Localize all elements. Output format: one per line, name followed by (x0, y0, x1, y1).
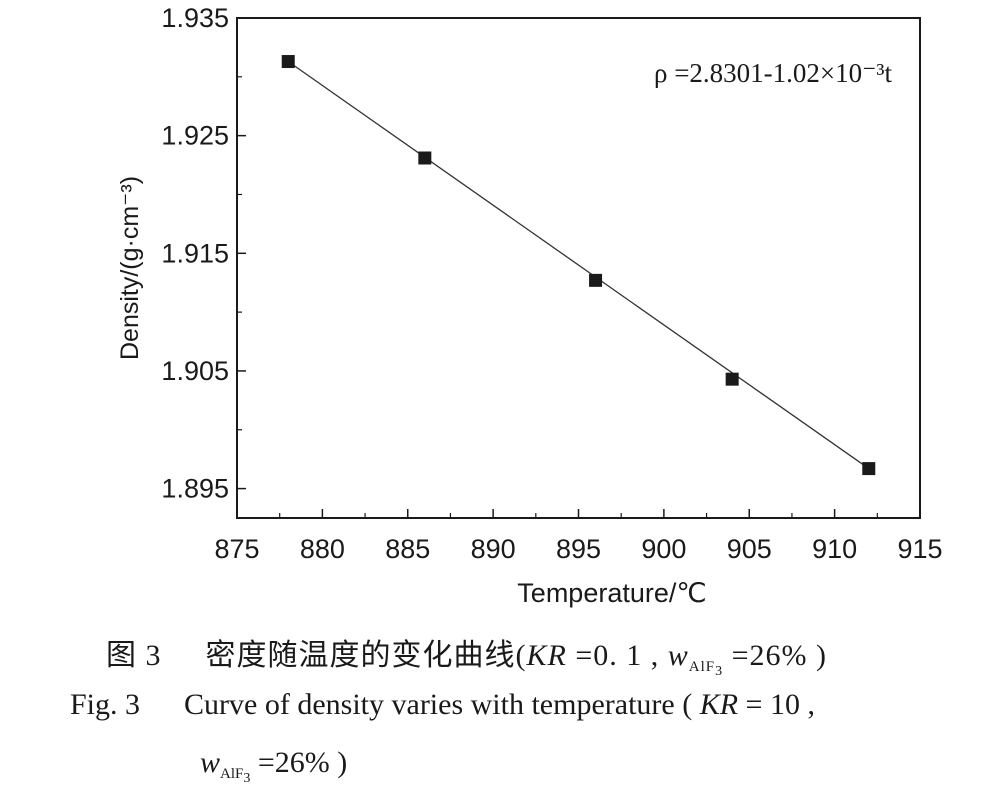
x-tick-label: 905 (727, 534, 772, 564)
caption-en-text: Curve of density varies with temperature… (184, 688, 700, 721)
x-tick-label: 875 (214, 534, 259, 564)
x-tick-label: 890 (471, 534, 516, 564)
x-tick-label: 885 (385, 534, 430, 564)
y-tick-label: 1.905 (161, 356, 229, 386)
data-point-marker (862, 462, 876, 476)
plot-frame (236, 17, 921, 519)
x-tick-label: 895 (556, 534, 601, 564)
y-tick-label: 1.925 (161, 121, 229, 151)
regression-equation: ρ =2.8301-1.02×10⁻³t (654, 58, 893, 88)
caption-en-w-value: =26% ) (250, 746, 348, 779)
fit-line-group (287, 60, 870, 470)
x-tick-label: 910 (812, 534, 857, 564)
x-axis-ticks: 875 880 885 890 895 900 905 910 915 (214, 509, 943, 564)
caption-en-kr-value: = 10 , (738, 688, 815, 721)
data-point-marker (281, 55, 295, 69)
caption-cn-w: w (667, 639, 689, 672)
y-tick-label: 1.915 (161, 238, 229, 268)
fit-line (287, 60, 870, 470)
data-point-marker (589, 273, 603, 287)
y-axis-label: Density/(g·cm⁻³) (116, 176, 144, 360)
x-axis-label: Temperature/℃ (517, 578, 706, 608)
caption-cn-subscript: AlF3 (688, 659, 724, 679)
caption-cn-label: 图 3 (106, 639, 162, 672)
caption-cn-kr-value: =0. 1 , (566, 639, 668, 672)
data-points (281, 55, 876, 476)
caption-english-line1: Fig. 3 Curve of density varies with tempe… (70, 688, 815, 722)
data-point-marker (418, 151, 432, 165)
x-tick-label: 900 (641, 534, 686, 564)
caption-en-kr: KR (699, 688, 739, 721)
x-tick-label: 915 (897, 534, 942, 564)
y-tick-label: 1.895 (161, 474, 229, 504)
caption-en-w: w (200, 746, 221, 779)
caption-cn-text: 密度随温度的变化曲线( (205, 639, 527, 672)
caption-cn-kr: KR (526, 639, 567, 672)
y-axis-ticks: 1.895 1.905 1.915 1.925 1.935 (161, 3, 246, 504)
chart-figure: 875 880 885 890 895 900 905 910 915 1.8951.9051.… (116, 3, 943, 608)
caption-english-line2: wAlF3 =26% ) (200, 746, 348, 786)
caption-cn-w-value: =26% ) (723, 639, 828, 672)
x-tick-label: 880 (300, 534, 345, 564)
y-tick-label: 1.935 (161, 3, 229, 33)
data-point-marker (725, 372, 739, 386)
caption-en-subscript: AlF3 (220, 766, 251, 786)
caption-en-label: Fig. 3 (70, 688, 141, 721)
caption-chinese: 图 3 密度随温度的变化曲线(KR =0. 1 , wAlF3 =26% ) (106, 630, 828, 679)
